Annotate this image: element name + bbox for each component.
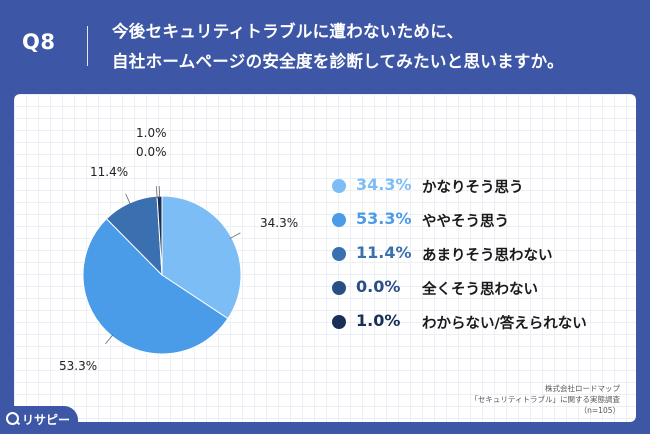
leader-line (105, 334, 114, 345)
legend-swatch (332, 213, 346, 227)
slice-data-label: 53.3% (59, 359, 97, 373)
legend-percent: 0.0% (356, 277, 401, 296)
legend-percent: 34.3% (356, 175, 412, 194)
legend-swatch (332, 315, 346, 329)
legend-item: 11.4% あまりそう思わない (332, 242, 622, 266)
source-survey: 「セキュリティトラブル」に関する実態調査 (470, 395, 620, 404)
slice-data-label: 34.3% (260, 216, 298, 230)
legend-percent: 11.4% (356, 243, 412, 262)
legend-item: 0.0% 全くそう思わない (332, 276, 622, 300)
search-icon (6, 412, 19, 425)
question-number: Q8 (22, 30, 56, 54)
brand-logo: リサピー (0, 406, 78, 434)
legend-label: 全くそう思わない (422, 282, 538, 298)
legend-swatch (332, 247, 346, 261)
legend-percent: 1.0% (356, 311, 401, 330)
header-divider (87, 26, 88, 66)
source-sample-size: （n=105） (579, 406, 620, 415)
slice-data-label: 11.4% (90, 165, 128, 179)
legend-swatch (332, 179, 346, 193)
slice-data-label: 1.0% (136, 126, 167, 140)
legend-swatch (332, 281, 346, 295)
legend-label: かなりそう思う (422, 180, 524, 196)
question-header: Q8 今後セキュリティトラブルに遭わないために、 自社ホームページの安全度を診断… (0, 0, 650, 90)
legend-percent: 53.3% (356, 209, 412, 228)
source-company: 株式会社ロードマップ (545, 384, 620, 393)
legend-item: 53.3% ややそう思う (332, 208, 622, 232)
legend-item: 34.3% かなりそう思う (332, 174, 622, 198)
leader-line (156, 186, 158, 199)
question-text-line1: 今後セキュリティトラブルに遭わないために、 (112, 22, 464, 41)
legend-label: ややそう思う (422, 214, 509, 230)
legend-label: わからない/答えられない (422, 316, 587, 332)
legend-label: あまりそう思わない (422, 248, 553, 264)
leader-line (125, 193, 131, 205)
slice-data-label: 0.0% (136, 145, 167, 159)
source-note: 株式会社ロードマップ 「セキュリティトラブル」に関する実態調査 （n=105） (470, 383, 620, 416)
brand-name: リサピー (22, 413, 71, 427)
legend-item: 1.0% わからない/答えられない (332, 310, 622, 334)
chart-panel: 34.3% 53.3% 11.4% 0.0% 1.0% 34.3% かなりそう思う 53… (14, 94, 636, 422)
leader-line (229, 232, 241, 239)
pie-chart: 34.3% 53.3% 11.4% 0.0% 1.0% (59, 126, 298, 373)
question-text-line2: 自社ホームページの安全度を診断してみたいと思いますか。 (112, 52, 564, 71)
